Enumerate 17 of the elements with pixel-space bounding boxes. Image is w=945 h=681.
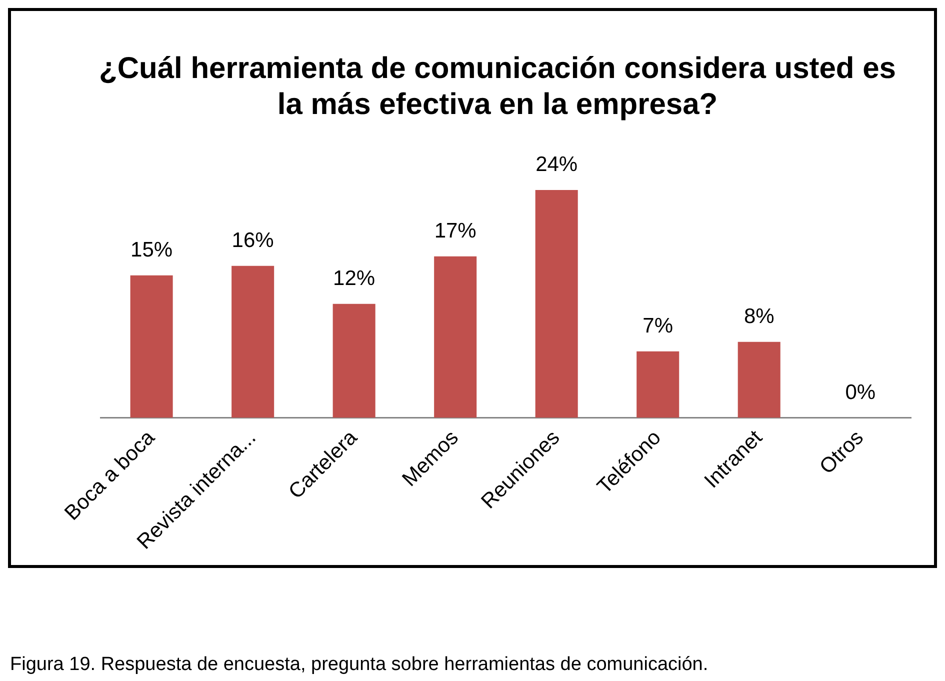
data-label: 0% bbox=[845, 381, 876, 404]
bar bbox=[434, 256, 477, 418]
data-label: 8% bbox=[744, 305, 774, 328]
bar bbox=[636, 351, 680, 418]
data-label: 24% bbox=[536, 153, 578, 176]
bar bbox=[232, 266, 274, 418]
bar bbox=[332, 304, 376, 418]
bar bbox=[130, 275, 173, 418]
data-label: 17% bbox=[434, 220, 476, 243]
bar bbox=[738, 342, 780, 418]
data-label: 16% bbox=[232, 229, 274, 252]
data-label: 12% bbox=[333, 267, 376, 290]
data-label: 7% bbox=[642, 314, 674, 338]
text: Figura 19. Respuesta de encuesta, pregunta sobre herramientas de comunicación. bbox=[9, 654, 710, 676]
data-label: 15% bbox=[130, 238, 173, 262]
bar bbox=[535, 190, 578, 418]
chart-title: ¿Cuál herramienta de comunicación considera usted es la más efectiva en la empresa? bbox=[98, 51, 897, 123]
